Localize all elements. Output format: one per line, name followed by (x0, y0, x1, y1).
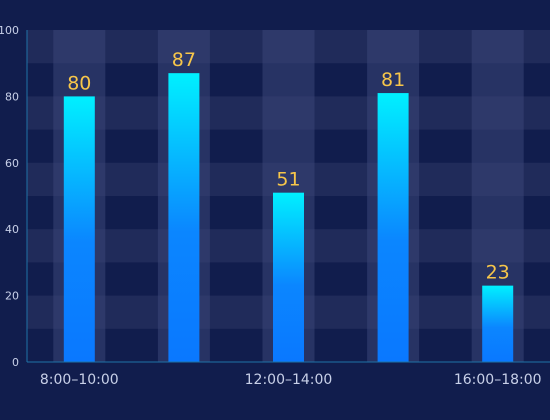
y-tick-label: 60 (5, 157, 19, 170)
data-label: 81 (381, 69, 405, 91)
bar (482, 285, 514, 362)
y-axis: 0 20 40 60 80 100 (0, 24, 28, 369)
y-tick-label: 40 (5, 223, 19, 236)
y-tick-label: 0 (12, 356, 19, 369)
bar (63, 96, 95, 363)
data-label: 87 (172, 49, 196, 71)
x-axis: 8:00–10:00 12:00–14:00 16:00–18:00 (27, 361, 550, 388)
bars: 80 87 51 81 23 (63, 49, 514, 363)
y-tick-label: 100 (0, 24, 19, 37)
bar (273, 192, 304, 362)
bar (377, 93, 409, 362)
bar (168, 73, 200, 362)
y-tick-label: 80 (5, 90, 19, 103)
data-label: 51 (276, 169, 300, 191)
x-tick-label: 8:00–10:00 (40, 372, 119, 388)
data-label: 23 (486, 262, 510, 284)
y-tick-label: 20 (5, 290, 19, 303)
data-label: 80 (67, 72, 91, 94)
x-tick-label: 16:00–18:00 (454, 372, 542, 388)
x-tick-label: 12:00–14:00 (245, 372, 333, 388)
